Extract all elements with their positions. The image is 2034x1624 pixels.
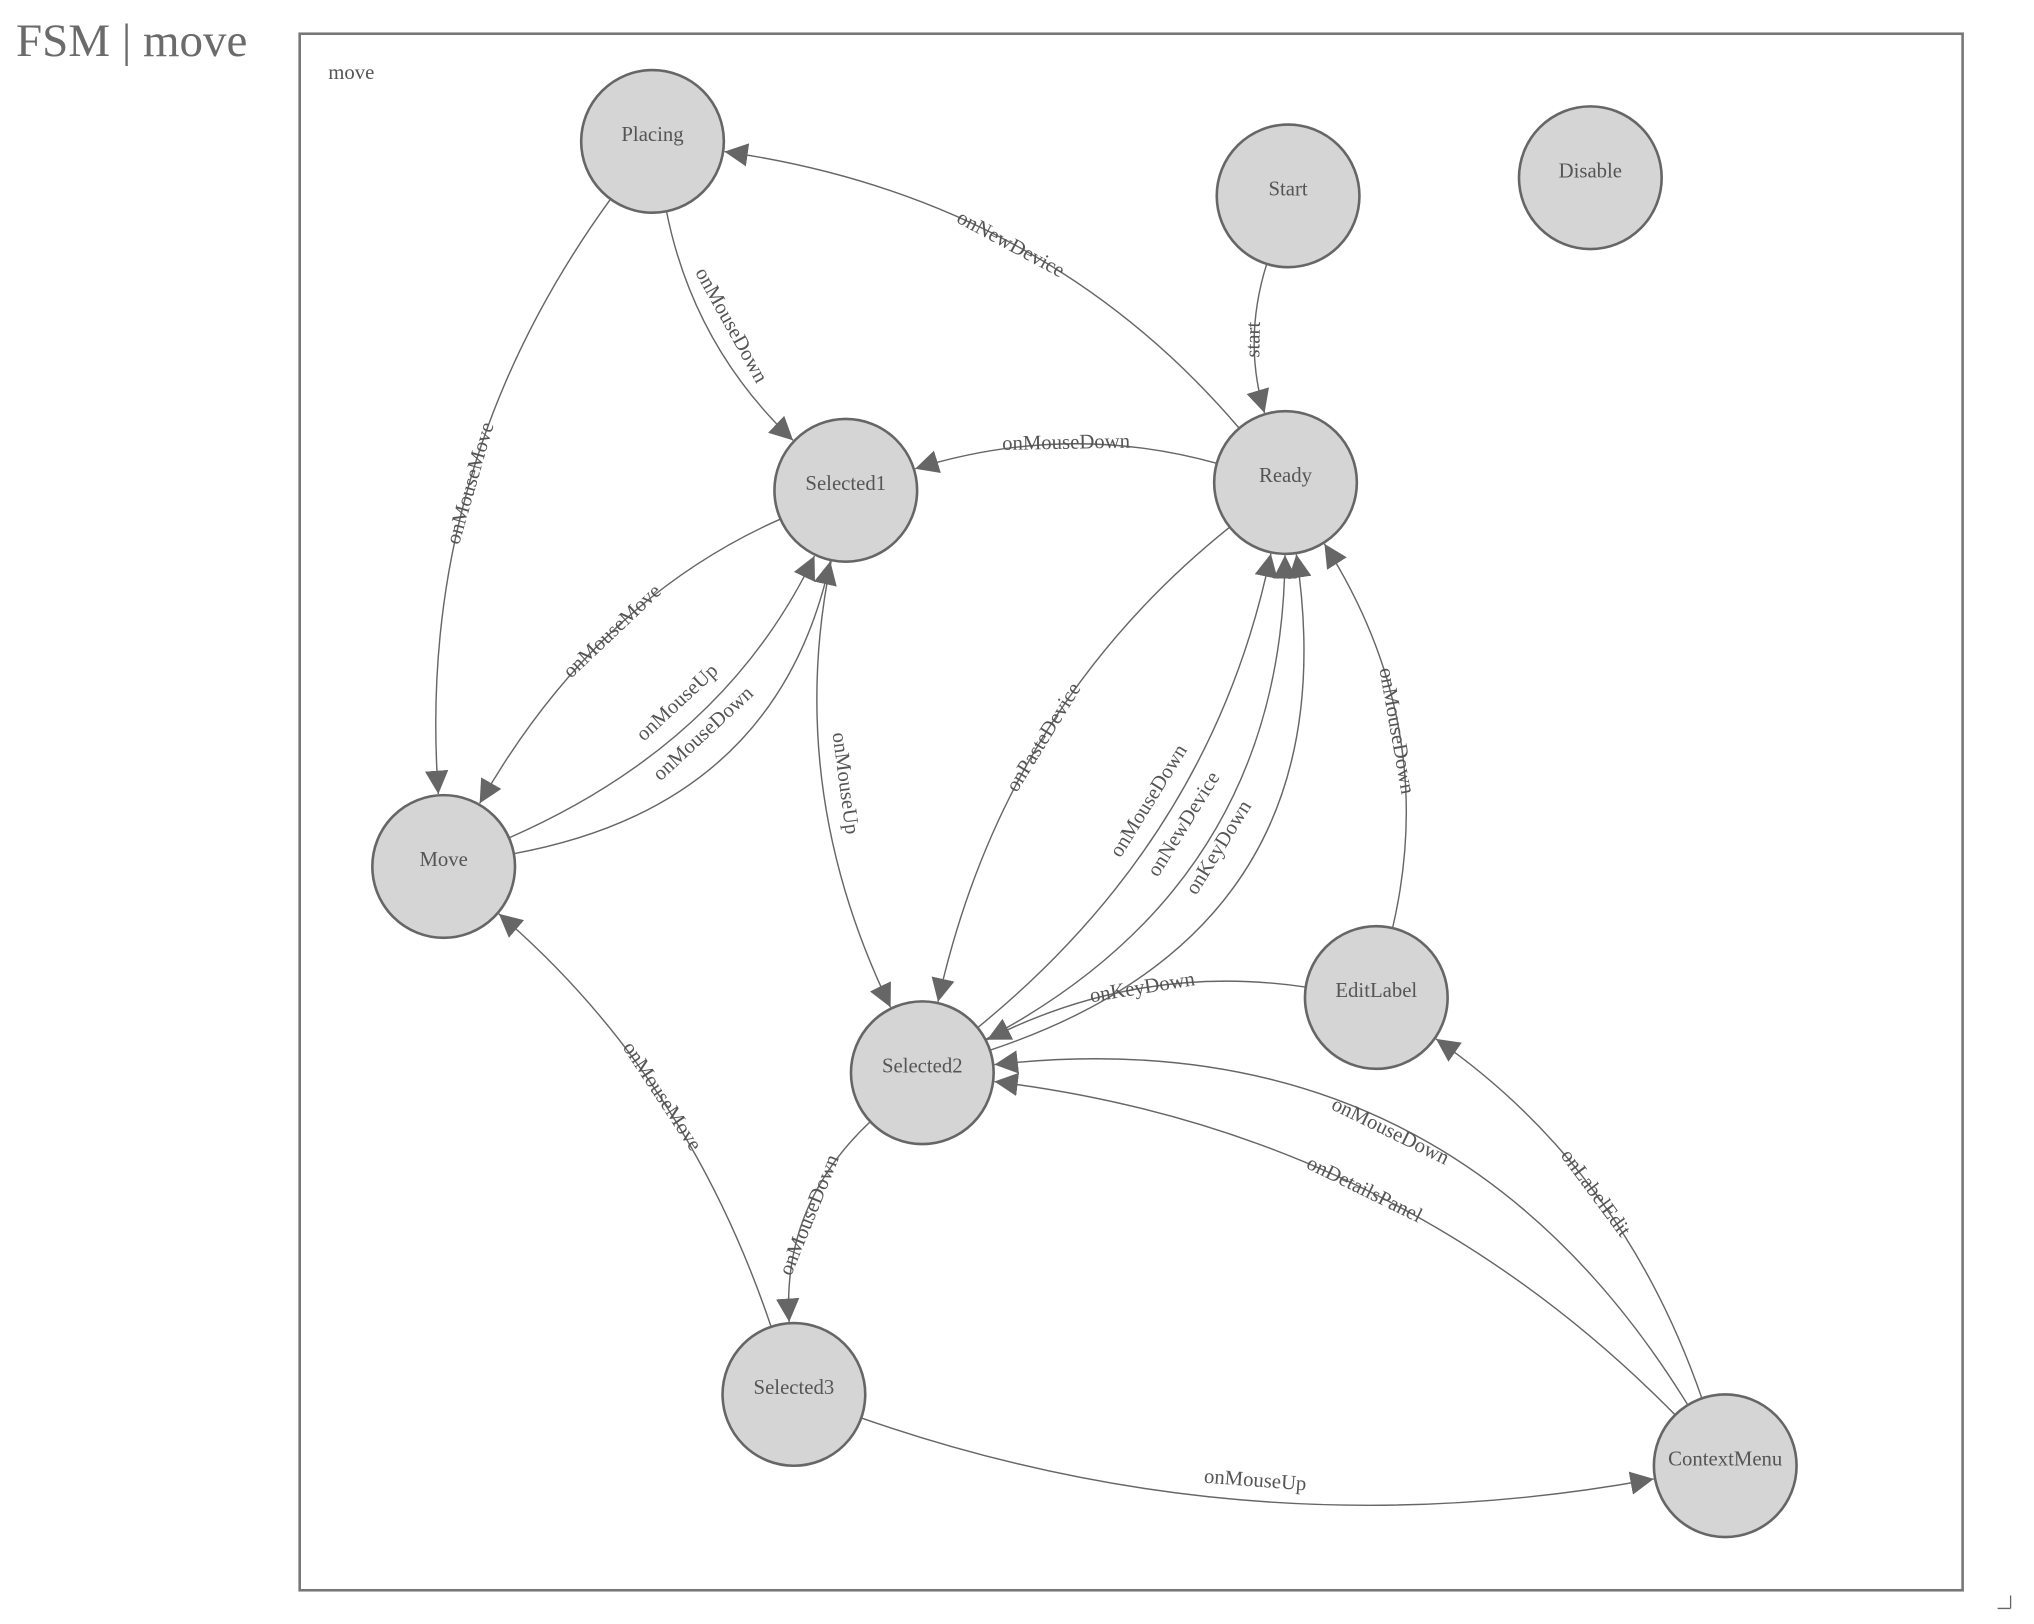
edge-label: onMouseDown	[1002, 431, 1131, 455]
edge-editlabel-to-ready	[1323, 543, 1408, 929]
edge-label: onMouseUp	[1203, 1466, 1307, 1496]
edge-editlabel-to-selected2	[986, 980, 1306, 1041]
edge-placing-to-move	[425, 198, 612, 795]
state-circle[interactable]	[579, 68, 726, 215]
state-label: Selected3	[754, 1377, 835, 1399]
state-circle[interactable]	[1212, 409, 1359, 556]
edge-selected3-to-contextmenu	[861, 1417, 1654, 1506]
edge-label: onMouseUp	[828, 731, 863, 836]
page-title: FSM | move	[16, 15, 248, 67]
state-contextmenu[interactable]: ContextMenu	[1652, 1393, 1798, 1539]
edge-contextmenu-to-selected2	[994, 1050, 1689, 1406]
state-selected2[interactable]: Selected2	[849, 1000, 995, 1146]
state-placing[interactable]: Placing	[579, 68, 726, 215]
edge-label: onMouseMove	[559, 580, 665, 682]
edge-selected2-to-ready	[977, 553, 1278, 1029]
edge-label: onLabelEdit	[1556, 1145, 1635, 1241]
edge-selected3-to-move	[498, 913, 772, 1328]
state-circle[interactable]	[1215, 123, 1361, 269]
state-move[interactable]: Move	[371, 793, 517, 940]
state-label: Placing	[621, 124, 683, 146]
diagram-frame	[298, 32, 1964, 1592]
edge-contextmenu-to-selected2	[994, 1072, 1676, 1416]
edge-ready-to-selected1	[914, 443, 1217, 473]
edge-label: onKeyDown	[1088, 968, 1197, 1007]
state-label: Selected2	[882, 1055, 963, 1077]
state-label: Selected1	[805, 473, 886, 495]
edge-start-to-ready	[1246, 263, 1269, 414]
state-label: Move	[419, 849, 467, 871]
edge-label: onPasteDevice	[1002, 679, 1085, 796]
edge-move-to-selected1	[513, 561, 837, 855]
state-ready[interactable]: Ready	[1212, 409, 1359, 556]
edge-label: onMouseDown	[1374, 666, 1418, 796]
edge-move-to-selected1	[508, 555, 816, 839]
edge-label: onMouseMove	[443, 420, 499, 547]
state-disable[interactable]: Disable	[1517, 105, 1663, 251]
edge-label: start	[1242, 321, 1265, 357]
state-selected1[interactable]: Selected1	[773, 417, 919, 563]
edge-selected1-to-selected2	[816, 560, 892, 1008]
state-editlabel[interactable]: EditLabel	[1303, 924, 1449, 1071]
state-label: Ready	[1259, 465, 1313, 487]
frame-label: move	[328, 62, 374, 84]
edge-label: onMouseDown	[775, 1151, 844, 1278]
edge-label: onNewDevice	[953, 207, 1068, 283]
edge-contextmenu-to-editlabel	[1435, 1038, 1703, 1399]
edge-ready-to-placing	[724, 143, 1240, 429]
state-circle[interactable]	[773, 417, 919, 563]
state-circle[interactable]	[721, 1321, 867, 1468]
edge-label: onDetailsPanel	[1303, 1152, 1426, 1227]
state-circle[interactable]	[1652, 1393, 1798, 1539]
edge-label: onMouseDown	[1328, 1093, 1453, 1169]
state-label: ContextMenu	[1668, 1448, 1783, 1470]
state-circle[interactable]	[849, 1000, 995, 1146]
edge-placing-to-selected1	[665, 211, 794, 441]
edge-selected2-to-selected3	[776, 1121, 871, 1322]
state-selected3[interactable]: Selected3	[721, 1321, 867, 1468]
state-circle[interactable]	[1517, 105, 1663, 251]
state-label: Disable	[1559, 160, 1622, 182]
edge-ready-to-selected2	[931, 526, 1231, 1002]
state-circle[interactable]	[1303, 924, 1449, 1071]
edge-selected1-to-move	[479, 518, 781, 804]
edge-selected2-to-ready	[989, 554, 1312, 1051]
state-circle[interactable]	[371, 793, 517, 940]
resize-corner	[1997, 1595, 2012, 1610]
edge-selected2-to-ready	[985, 555, 1297, 1041]
state-label: Start	[1268, 178, 1307, 200]
state-start[interactable]: Start	[1215, 123, 1361, 269]
edge-label: onMouseMove	[618, 1038, 706, 1155]
state-label: EditLabel	[1335, 980, 1417, 1002]
